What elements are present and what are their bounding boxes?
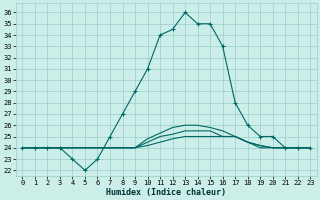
X-axis label: Humidex (Indice chaleur): Humidex (Indice chaleur)	[106, 188, 226, 197]
